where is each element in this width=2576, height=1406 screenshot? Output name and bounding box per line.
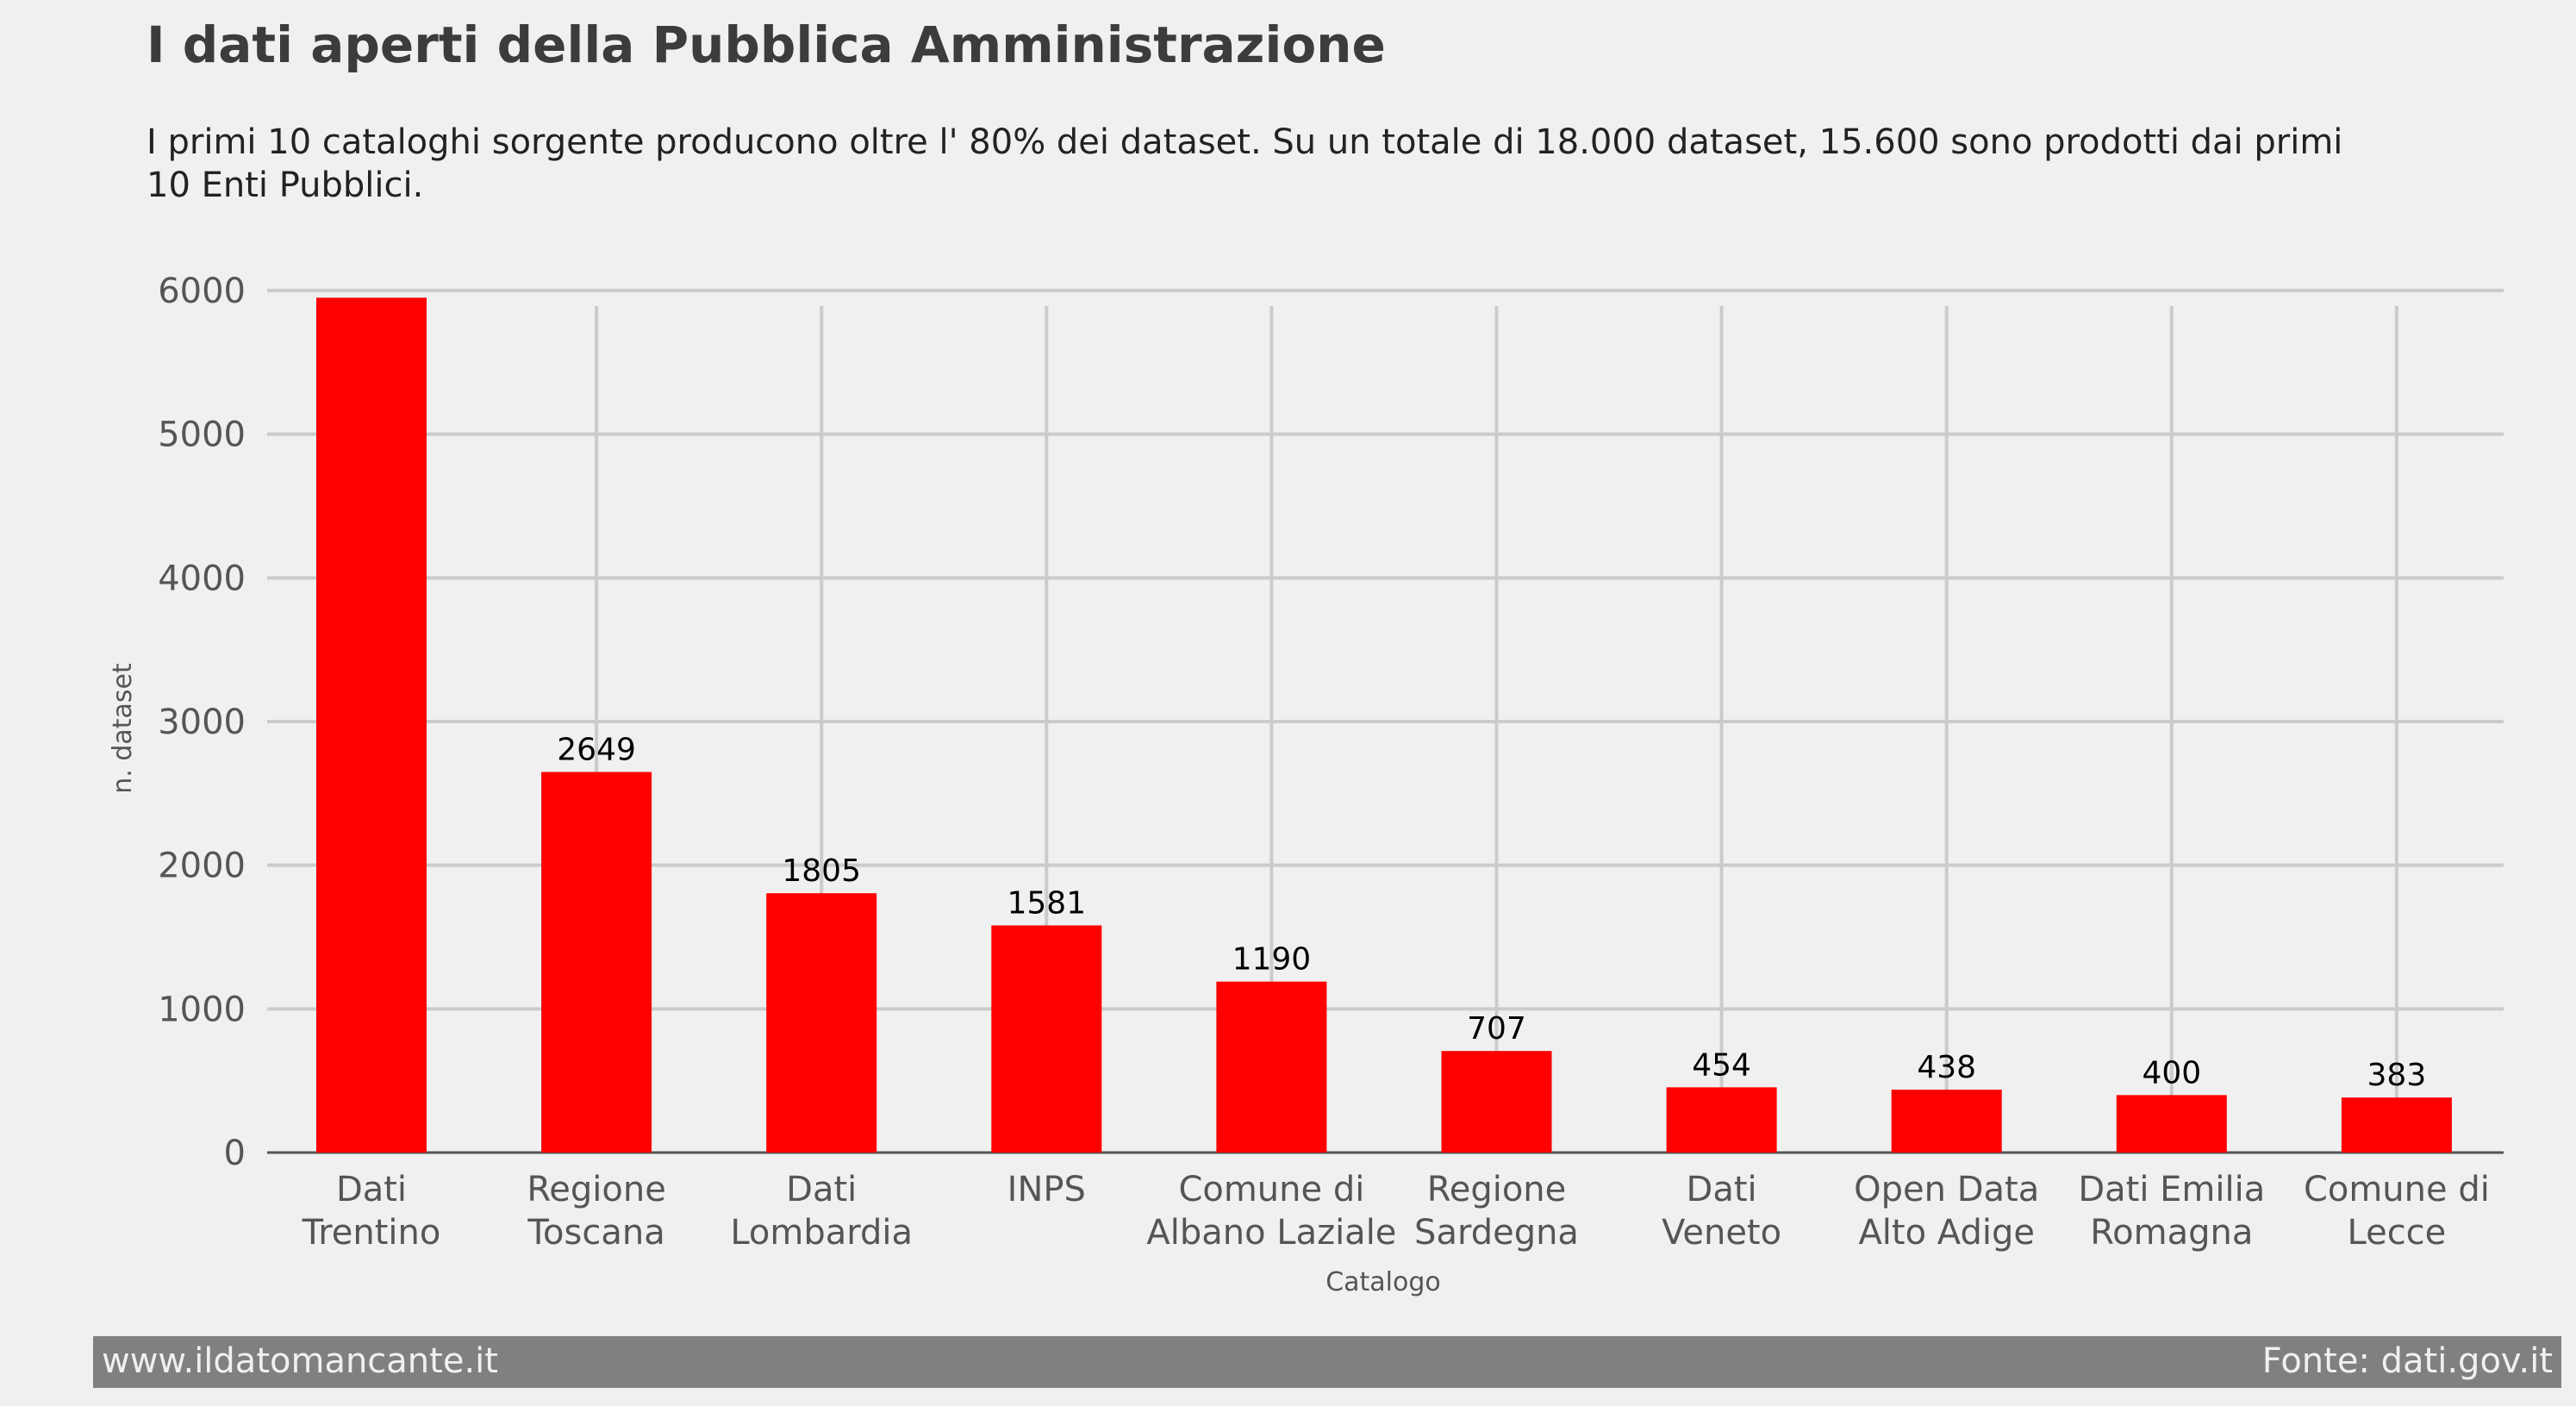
y-tick-label: 5000	[158, 416, 246, 455]
x-tick-label: Dati Emilia Romagna	[2078, 1170, 2265, 1253]
bar	[766, 893, 877, 1153]
y-tick-label: 3000	[158, 703, 246, 742]
bar	[1666, 1087, 1777, 1153]
y-tick-label: 6000	[158, 272, 246, 311]
data-label: 707	[1467, 1011, 1526, 1047]
bar	[1441, 1051, 1552, 1153]
data-label: 383	[2367, 1058, 2427, 1093]
bar	[991, 925, 1102, 1153]
data-label: 438	[1917, 1050, 1976, 1085]
x-tick-label: Dati Lombardia	[730, 1170, 913, 1253]
x-tick-label: Comune di Lecce	[2304, 1170, 2490, 1253]
footer-bar: www.ildatomancante.it Fonte: dati.gov.it	[93, 1336, 2561, 1388]
bar-chart: 2649 1805 1581 1190 707 454 438 400 383 0 1000 2000…	[108, 272, 2504, 1297]
bar	[1216, 981, 1327, 1153]
x-tick-label: Comune di Albano Laziale	[1146, 1170, 1396, 1253]
x-tick-label: Dati Veneto	[1662, 1170, 1781, 1253]
bar	[316, 297, 427, 1153]
x-axis-title: Catalogo	[1325, 1267, 1441, 1297]
x-tick-label: INPS	[1007, 1170, 1086, 1209]
bar	[1891, 1090, 2002, 1153]
x-tick-label: Dati Trentino	[302, 1170, 441, 1253]
chart-title: I dati aperti della Pubblica Amministraz…	[147, 16, 1386, 74]
bar	[2341, 1097, 2452, 1153]
x-tick-label: Regione Toscana	[527, 1170, 666, 1253]
data-label: 1190	[1232, 942, 1312, 978]
y-tick-label: 1000	[158, 990, 246, 1029]
x-tick-label: Open Data Alto Adige	[1854, 1170, 2039, 1253]
data-label: 1581	[1007, 886, 1086, 922]
data-label: 1805	[782, 853, 861, 889]
x-tick-label: Regione Sardegna	[1414, 1170, 1579, 1253]
footer-site: www.ildatomancante.it	[102, 1341, 498, 1381]
bar	[541, 772, 652, 1153]
y-tick-label: 4000	[158, 559, 246, 598]
bar	[2116, 1095, 2227, 1153]
footer-source: Fonte: dati.gov.it	[2261, 1341, 2553, 1381]
y-axis-title: n. dataset	[108, 663, 138, 794]
chart-subtitle: I primi 10 cataloghi sorgente producono …	[147, 122, 2343, 205]
data-label: 400	[2142, 1055, 2201, 1090]
data-label: 2649	[557, 733, 636, 768]
data-label: 454	[1692, 1047, 1751, 1083]
y-tick-label: 2000	[158, 847, 246, 886]
y-tick-label: 0	[224, 1134, 246, 1173]
